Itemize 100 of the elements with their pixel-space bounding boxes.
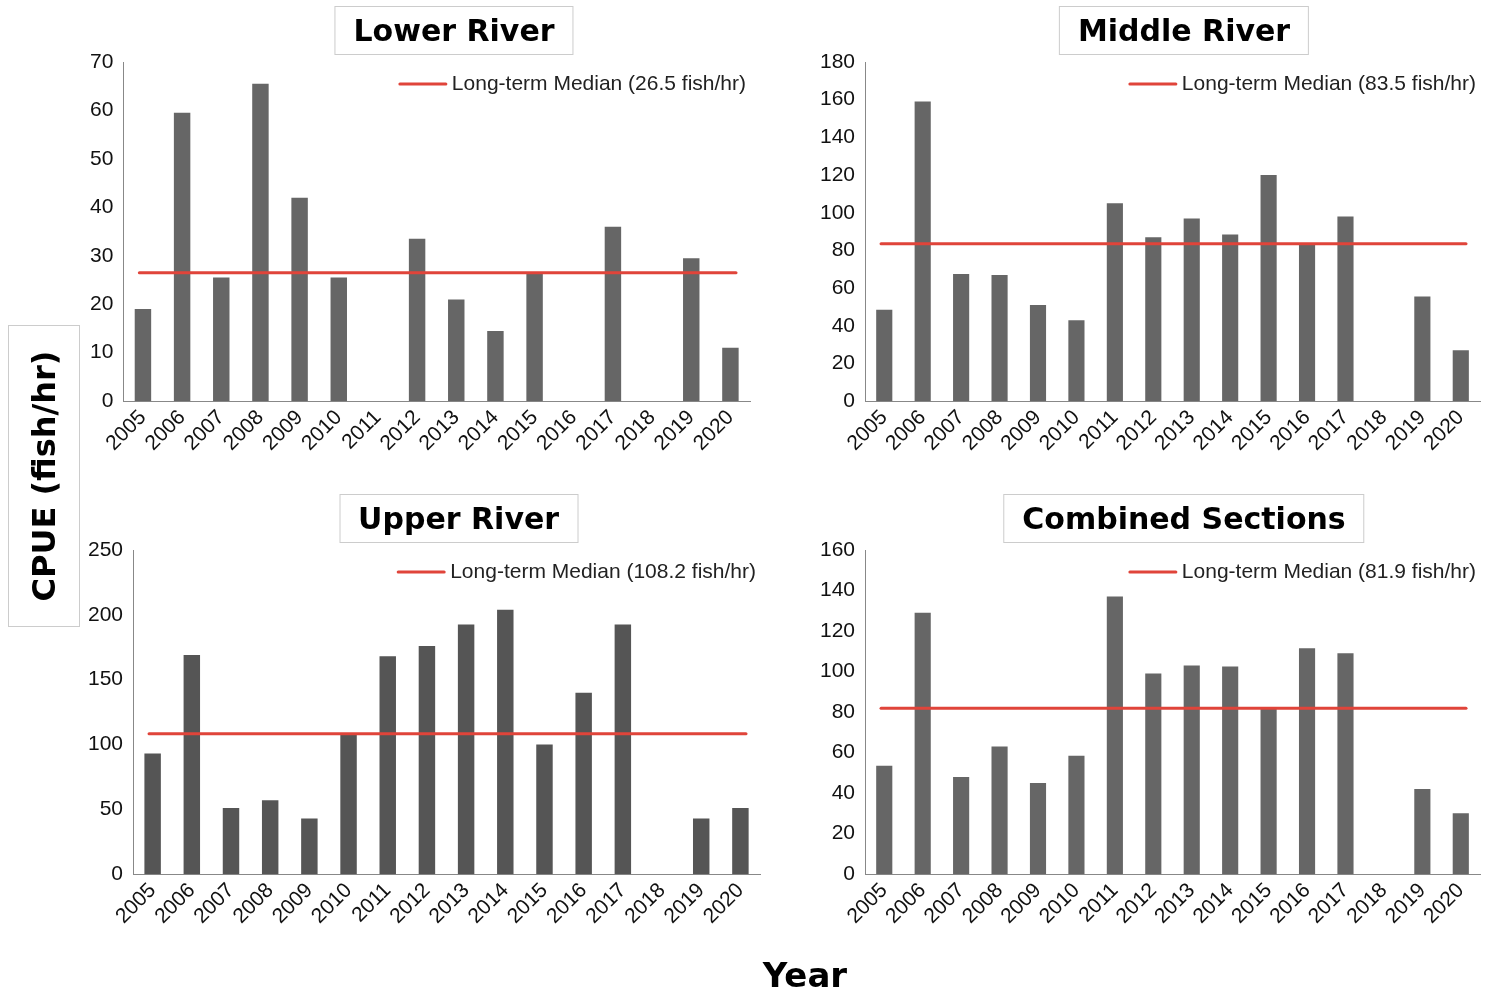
- bar: [1029, 305, 1047, 402]
- bar: [1260, 175, 1277, 402]
- bar: [183, 655, 201, 875]
- bar: [1183, 665, 1200, 875]
- bar: [1106, 596, 1123, 875]
- chart-title: Upper River: [339, 494, 579, 543]
- bar: [1068, 320, 1085, 402]
- bar: [1337, 653, 1354, 875]
- bar: [487, 330, 504, 402]
- y-tick-label: 0: [101, 387, 114, 411]
- y-tick-label: 160: [819, 536, 856, 560]
- y-tick-label: 50: [99, 796, 124, 820]
- bar: [497, 609, 514, 875]
- bar: [1029, 782, 1047, 875]
- bar: [722, 347, 739, 402]
- bar: [222, 808, 240, 875]
- y-tick-label: 20: [831, 350, 856, 374]
- y-tick-label: 40: [90, 194, 114, 218]
- bar: [526, 272, 543, 402]
- y-tick-label: 150: [87, 666, 124, 690]
- y-tick-label: 20: [90, 291, 114, 315]
- y-tick-label: 40: [831, 312, 856, 336]
- bar: [1414, 296, 1431, 402]
- bar: [408, 238, 426, 402]
- bar: [134, 309, 152, 402]
- bar: [991, 746, 1008, 875]
- bar: [173, 112, 191, 402]
- bar: [914, 612, 931, 875]
- bar: [261, 800, 279, 875]
- y-tick-label: 20: [831, 820, 856, 844]
- legend-label: Long-term Median (26.5 fish/hr): [451, 70, 747, 94]
- bar: [536, 744, 553, 875]
- bar: [614, 624, 632, 875]
- y-tick-label: 200: [87, 601, 124, 625]
- y-tick-label: 60: [831, 739, 856, 763]
- legend-label: Long-term Median (83.5 fish/hr): [1181, 70, 1477, 94]
- bar: [457, 624, 475, 875]
- bar: [379, 656, 396, 875]
- bar: [953, 776, 970, 875]
- bar: [1452, 813, 1469, 875]
- bar: [604, 226, 622, 402]
- chart-title: Middle River: [1058, 6, 1310, 55]
- y-tick-label: 0: [843, 860, 856, 884]
- y-tick-label: 60: [90, 97, 114, 121]
- y-tick-label: 100: [819, 658, 856, 682]
- y-tick-label: 250: [87, 536, 124, 560]
- bar: [144, 753, 161, 875]
- y-tick-label: 0: [111, 860, 124, 884]
- bar: [213, 277, 230, 402]
- chart-title: Combined Sections: [1003, 494, 1365, 543]
- y-axis-title: CPUE (fish/hr): [25, 350, 63, 602]
- bar: [1337, 216, 1354, 402]
- bar: [1260, 708, 1277, 875]
- y-tick-label: 140: [819, 577, 856, 601]
- bar: [1414, 789, 1431, 875]
- bar: [1298, 648, 1316, 875]
- bar: [1145, 673, 1162, 875]
- bar: [1222, 666, 1239, 875]
- bar: [1106, 203, 1123, 402]
- bar: [1452, 350, 1469, 402]
- bar: [1298, 243, 1316, 402]
- bar: [418, 645, 436, 875]
- y-tick-label: 80: [831, 237, 856, 261]
- bar: [330, 277, 347, 402]
- bar: [692, 818, 710, 875]
- bar: [448, 299, 465, 402]
- y-tick-label: 140: [819, 124, 856, 148]
- y-tick-label: 40: [831, 779, 856, 803]
- legend-label: Long-term Median (81.9 fish/hr): [1181, 558, 1477, 582]
- bar: [1222, 234, 1239, 402]
- y-tick-label: 100: [87, 731, 124, 755]
- bar: [683, 258, 700, 402]
- bar: [876, 309, 893, 402]
- bar: [953, 273, 970, 402]
- bar: [291, 197, 308, 402]
- bar: [914, 101, 931, 402]
- chart-title: Lower River: [334, 6, 574, 55]
- y-tick-label: 120: [819, 617, 856, 641]
- y-tick-label: 160: [819, 86, 856, 110]
- y-tick-label: 10: [90, 339, 114, 363]
- y-tick-label: 180: [819, 48, 856, 72]
- y-tick-label: 70: [90, 48, 114, 72]
- y-tick-label: 30: [90, 242, 114, 266]
- bar: [301, 818, 318, 875]
- bar: [1068, 755, 1085, 875]
- bar: [575, 692, 592, 875]
- bar: [1145, 237, 1162, 402]
- bar: [340, 733, 357, 875]
- y-tick-label: 100: [819, 199, 856, 223]
- y-tick-label: 120: [819, 161, 856, 185]
- y-tick-label: 80: [831, 698, 856, 722]
- bar: [732, 808, 749, 875]
- bar: [252, 83, 269, 402]
- legend-label: Long-term Median (108.2 fish/hr): [450, 558, 756, 582]
- y-tick-label: 60: [831, 274, 856, 298]
- y-tick-label: 50: [90, 145, 114, 169]
- y-tick-label: 0: [843, 387, 856, 411]
- x-axis-title: Year: [762, 955, 848, 995]
- bar: [1183, 218, 1200, 402]
- bar: [876, 765, 893, 875]
